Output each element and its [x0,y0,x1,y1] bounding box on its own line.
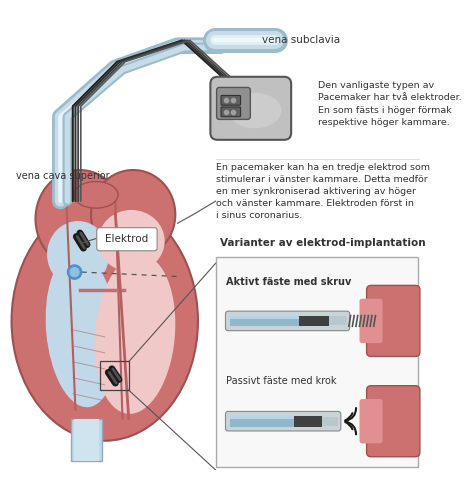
Ellipse shape [91,170,175,259]
FancyBboxPatch shape [226,311,350,331]
FancyBboxPatch shape [359,299,383,343]
FancyBboxPatch shape [221,107,241,117]
Bar [322,417,338,426]
FancyBboxPatch shape [366,385,420,457]
Text: Passivt fäste med krok: Passivt fäste med krok [227,376,337,386]
Ellipse shape [228,93,282,128]
Ellipse shape [11,201,198,441]
Ellipse shape [46,252,118,407]
Bar [300,316,329,326]
Bar [100,361,129,390]
FancyBboxPatch shape [359,399,383,443]
FancyBboxPatch shape [221,96,241,105]
Ellipse shape [73,182,118,208]
Text: vena subclavia: vena subclavia [262,35,340,45]
Bar [230,316,299,319]
Circle shape [70,267,79,276]
Ellipse shape [47,221,109,288]
Text: Elektrod: Elektrod [105,234,148,244]
Text: Den vanligaste typen av
Pacemaker har två elektroder.
En som fästs i höger förma: Den vanligaste typen av Pacemaker har tv… [318,81,462,126]
Text: Aktivt fäste med skruv: Aktivt fäste med skruv [227,277,352,287]
Ellipse shape [36,170,124,267]
Bar [230,416,294,426]
FancyBboxPatch shape [210,77,291,140]
Text: vena cava superior: vena cava superior [16,171,109,181]
Text: En pacemaker kan ha en tredje elektrod som
stimulerar i vänster kammare. Detta m: En pacemaker kan ha en tredje elektrod s… [216,163,430,221]
Bar [71,418,102,461]
FancyBboxPatch shape [217,88,250,120]
FancyBboxPatch shape [97,228,157,251]
Bar [294,416,322,426]
Ellipse shape [94,254,175,414]
Bar [230,416,294,419]
Bar [329,316,347,325]
Bar [73,418,100,461]
FancyBboxPatch shape [226,411,341,431]
Bar [230,316,299,326]
FancyBboxPatch shape [366,285,420,357]
Ellipse shape [98,210,164,272]
Circle shape [67,265,82,279]
Text: Varianter av elektrod-implantation: Varianter av elektrod-implantation [220,238,426,248]
Bar [216,257,418,467]
